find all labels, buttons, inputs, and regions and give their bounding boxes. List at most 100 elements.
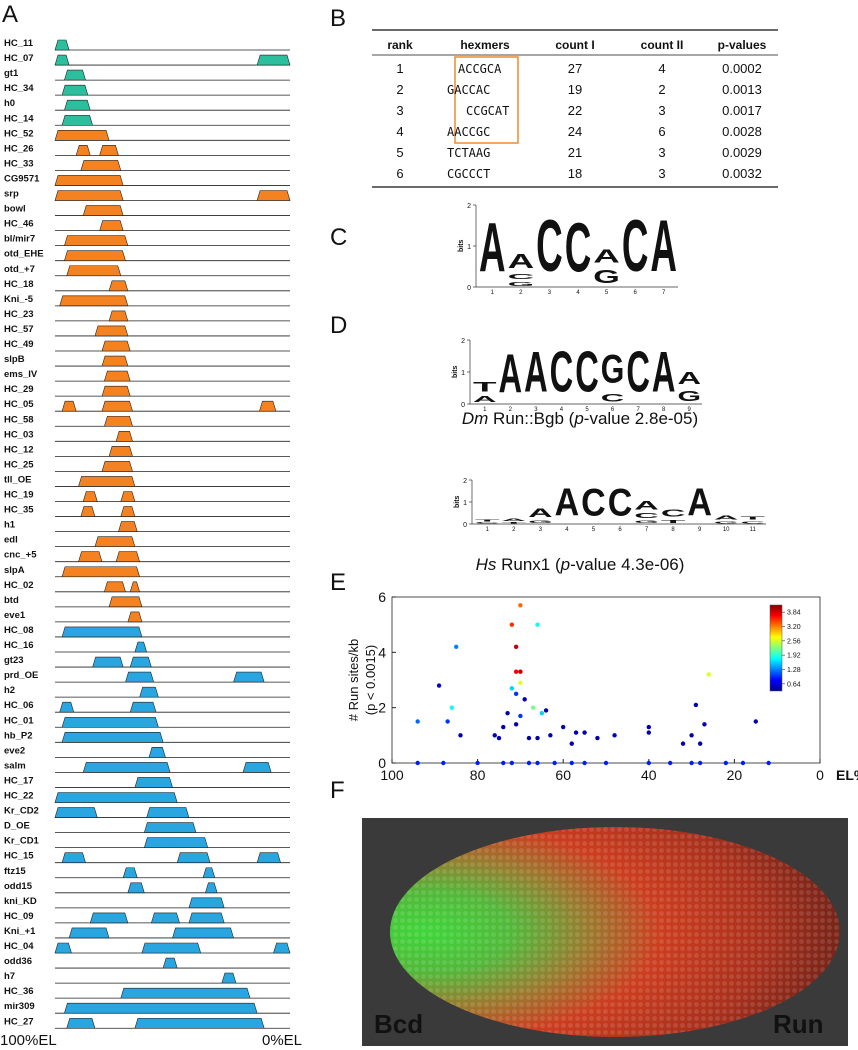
table-cell: 0.0028	[722, 124, 762, 139]
expression-domain	[54, 130, 110, 141]
expression-domain	[54, 942, 72, 954]
expression-domain	[108, 596, 143, 608]
colorbar-label: 0.64	[787, 681, 801, 688]
expression-domain	[75, 145, 91, 156]
logo-letter: C	[661, 508, 686, 519]
logo-position: 8	[671, 527, 675, 533]
row-label: h0	[4, 98, 15, 109]
row-label: h1	[4, 520, 16, 531]
logo-position: 6	[633, 290, 637, 296]
expression-domain	[118, 521, 138, 532]
scatter-point	[518, 680, 523, 685]
scatter-point	[531, 705, 536, 710]
table-cell: 0.0013	[722, 82, 762, 97]
expression-domain	[256, 190, 291, 201]
logo-caption: Dm Run::Bgb (p-value 2.8e-05)	[462, 409, 698, 428]
panel-label: E	[330, 569, 346, 596]
expression-domain	[242, 762, 272, 773]
expression-domain	[134, 1017, 265, 1029]
expression-domain	[202, 867, 216, 879]
table-header: p-values	[718, 38, 767, 52]
logo-position: 7	[636, 407, 640, 413]
expression-domain	[143, 822, 197, 833]
logo-letter: A	[502, 518, 527, 522]
logo-letter: A	[473, 395, 497, 405]
expression-domain	[233, 671, 265, 683]
row-label: HC_29	[4, 384, 34, 395]
logo-position: 3	[534, 407, 538, 413]
logo-letter: C	[622, 206, 649, 287]
expression-domain	[108, 280, 129, 292]
logo-letter: C	[608, 480, 633, 524]
logo-position: 6	[611, 407, 615, 413]
logo-letter: G	[601, 346, 625, 391]
plot-frame	[391, 596, 821, 764]
expression-domain	[150, 912, 180, 924]
row-label: odd15	[4, 881, 33, 892]
scatter-point	[668, 760, 673, 766]
row-label: gt1	[4, 68, 19, 79]
caption-part: p	[573, 409, 583, 428]
table-cell: 27	[568, 61, 582, 76]
logo-letter: A	[714, 514, 739, 521]
expression-domain	[162, 957, 178, 969]
logo-position: 5	[585, 407, 589, 413]
logo-ylabel: bits	[452, 365, 459, 378]
axis-label: 100%EL	[0, 1032, 57, 1049]
row-label: prd_OE	[4, 670, 38, 681]
row-label: HC_35	[4, 505, 34, 516]
logo-caption: Hs Runx1 (p-value 4.3e-06)	[476, 555, 685, 574]
expression-domain	[59, 295, 129, 307]
logo-tick-label: 0	[463, 522, 467, 529]
table-cell: 3	[396, 103, 403, 118]
row-label: HC_04	[4, 941, 34, 952]
x-tick-label: 0	[816, 767, 824, 783]
row-label: HC_33	[4, 158, 34, 169]
expression-domain	[103, 370, 131, 382]
row-label: Kni_+1	[4, 926, 36, 937]
row-label: kni_KD	[4, 896, 37, 907]
expression-domain	[134, 777, 173, 788]
logo-letter: T	[502, 522, 527, 524]
expression-domain	[89, 912, 129, 924]
expression-domain	[101, 400, 133, 412]
x-tick-label: 80	[470, 767, 486, 783]
row-label: slpA	[4, 565, 25, 576]
logo-letter: G	[677, 389, 701, 405]
scatter-point	[740, 760, 746, 766]
expression-domain	[146, 807, 190, 818]
expression-domain	[54, 54, 70, 66]
logo-letter: G	[714, 521, 739, 524]
row-label: HC_46	[4, 219, 34, 230]
expression-domain	[54, 175, 124, 186]
table-cell: 3	[658, 103, 665, 118]
logo-ylabel: bits	[454, 495, 461, 508]
expression-domain	[54, 792, 178, 803]
logo-position: 10	[723, 527, 730, 533]
expression-domain	[63, 250, 126, 261]
expression-domain	[176, 852, 211, 863]
hexmer: CGCCCT	[447, 167, 490, 181]
expression-domain	[66, 1017, 96, 1029]
logo-position: 7	[645, 527, 649, 533]
hexmer: AACCGC	[447, 125, 490, 139]
logo-letter: A	[528, 507, 553, 520]
expression-domain	[122, 867, 138, 879]
panel-label: F	[330, 777, 345, 804]
expression-domain	[148, 747, 166, 758]
row-label: tll_OE	[4, 474, 31, 485]
expression-domain	[221, 972, 237, 984]
scatter-point	[522, 697, 527, 702]
scatter-point	[449, 705, 455, 710]
scatter-point	[441, 760, 446, 766]
expression-domain	[61, 114, 94, 126]
logo-position: 9	[698, 527, 702, 533]
expression-domain	[256, 852, 282, 863]
scatter-point	[518, 669, 523, 674]
logo-position: 2	[509, 407, 513, 413]
scatter-point	[475, 760, 480, 766]
expression-domain	[108, 310, 129, 322]
logo-letter: C	[508, 273, 535, 281]
row-label: HC_07	[4, 53, 34, 64]
